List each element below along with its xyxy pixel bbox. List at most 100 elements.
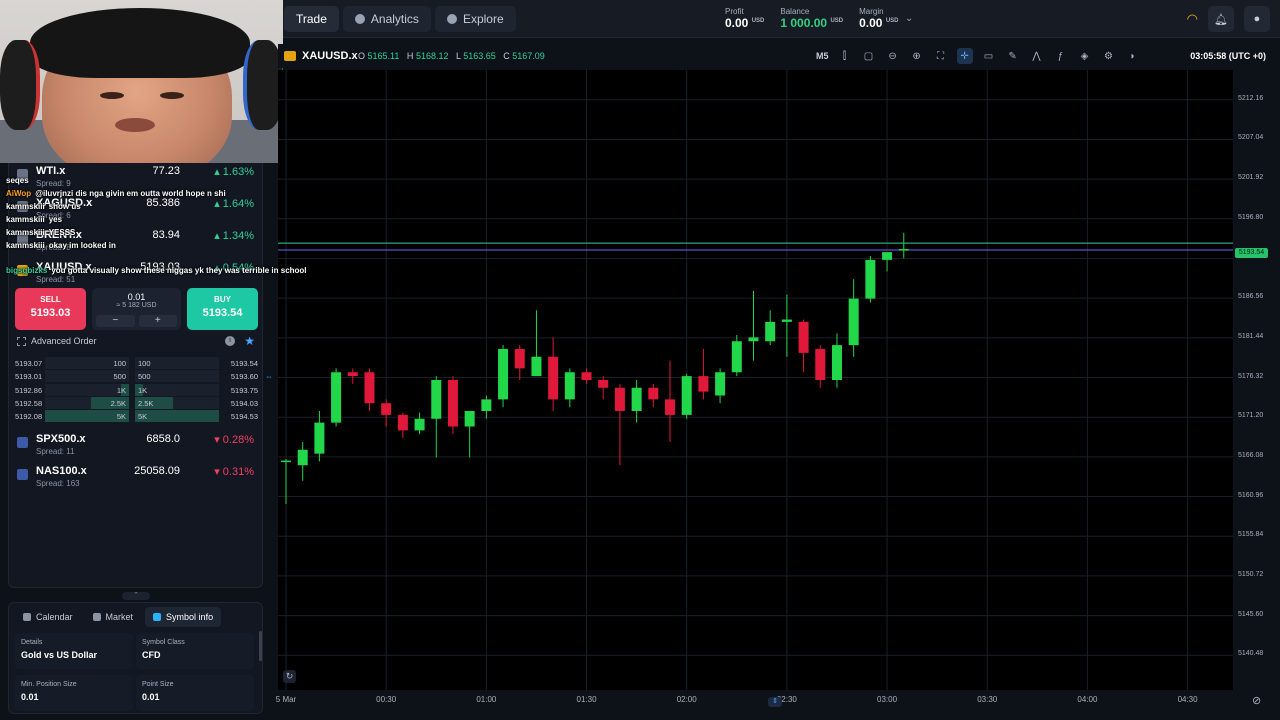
watchlist-item[interactable]: NAS100.x Spread: 163 25058.09 ▾ 0.31% (9, 463, 264, 495)
symbol-change: ▴ 1.64% (214, 198, 254, 210)
top-icons: ◠ 🔔︎ ● (1187, 6, 1270, 32)
order-book-row[interactable]: 5192.86 1K 1K 5193.75 (15, 383, 258, 397)
current-price-tag: 5193.54 (1235, 248, 1268, 258)
buy-label: BUY (214, 295, 231, 304)
symbol-change-value: 0.54% (222, 262, 254, 274)
tab-trade[interactable]: Trade (284, 6, 339, 32)
chart-settings-icon[interactable]: ⊘ (1252, 695, 1262, 707)
scroll-to-latest-icon[interactable]: ⇕ (768, 697, 782, 707)
horizontal-line-icon[interactable]: ▭ (983, 50, 994, 62)
sell-button[interactable]: SELL 5193.03 (15, 288, 86, 330)
symbol-price: 85.386 (146, 197, 180, 209)
watchlist-item[interactable]: WTI.x Spread: 9 77.23 ▴ 1.63% (9, 163, 264, 195)
ohlc-low-label: L (456, 51, 461, 61)
time-tick-label: 00:30 (376, 695, 397, 704)
user-icon[interactable]: ● (1244, 6, 1270, 32)
watchlist-item[interactable]: XAGUSD.x Spread: 6 85.386 ▴ 1.64% (9, 195, 264, 227)
tab-analytics[interactable]: Analytics (342, 6, 431, 32)
account-chevron-down-icon[interactable]: ⌄ (905, 13, 914, 24)
candle-body (631, 387, 642, 411)
quantity-plus-button[interactable]: + (138, 315, 177, 327)
square-icon[interactable]: ▢ (863, 50, 874, 62)
candle-body (681, 376, 692, 415)
bell-icon[interactable]: 🔔︎ (1208, 6, 1234, 32)
price-axis[interactable]: 5212.165207.045201.925196.805191.685186.… (1233, 70, 1280, 690)
quantity-stepper[interactable]: 0.01 ≈ 5 182 USD − + (92, 288, 181, 330)
candle-body (698, 376, 709, 392)
price-tick-label: 5212.16 (1238, 94, 1264, 102)
profit-value: 0.00 (725, 16, 749, 30)
zoom-out-icon[interactable]: ⊖ (888, 50, 897, 62)
time-tick-label: 02:00 (676, 695, 697, 704)
order-book-row[interactable]: 5192.58 2.5K 2.5K 5194.03 (15, 396, 258, 410)
panel-toggle-icon[interactable]: ⇔ (265, 372, 273, 381)
watchlist-item[interactable]: BRENT.x Spread: 8 83.94 ▴ 1.34% (9, 227, 264, 259)
candles-icon[interactable]: ⫿ (842, 50, 847, 62)
watchlist-item-selected[interactable]: XAUUSD.x Spread: 51 5193.03 ▴ 0.54% (9, 259, 264, 291)
panel-collapse-chevron-icon[interactable]: ⌃ (122, 592, 150, 600)
order-book-row[interactable]: 5192.08 5K 5K 5194.53 (15, 410, 258, 423)
ask-bar: 2.5K (135, 396, 219, 409)
time-axis[interactable]: 5 Mar 00:30 01:00 01:30 02:00 02:30 03:00 03:30… (276, 690, 1233, 712)
symbol-spread: Spread: 11 (36, 447, 75, 456)
symbol-spread: Spread: 9 (36, 179, 71, 188)
watchlist-panel: WTI.x Spread: 9 77.23 ▴ 1.63% XAGUSD.x S… (8, 163, 263, 588)
bid-bar: 100 (45, 357, 129, 369)
candle-body (614, 387, 625, 411)
symbol-change: ▴ 1.34% (214, 230, 254, 242)
chat-username: kammskiii (6, 215, 45, 224)
reset-chart-icon[interactable]: ↻ (283, 670, 296, 683)
tab-calendar-label: Calendar (36, 612, 73, 622)
pattern-icon[interactable]: ⋀ (1032, 50, 1041, 62)
flag-icon (17, 469, 28, 480)
buy-button[interactable]: BUY 5193.54 (187, 288, 258, 330)
tab-calendar[interactable]: Calendar (15, 607, 81, 627)
function-icon[interactable]: ƒ (1057, 50, 1064, 62)
symbol-change-value: 0.31% (222, 466, 254, 478)
bid-price: 5192.58 (15, 398, 43, 408)
chat-text: you gotta visually show these niggas yk … (51, 266, 307, 275)
tab-market[interactable]: Market (85, 607, 142, 627)
info-icon[interactable]: i (225, 336, 235, 346)
info-scrollbar[interactable] (259, 631, 262, 661)
price-tick-label: 5181.44 (1238, 332, 1264, 340)
settings-gear-icon[interactable]: ⚙ (1104, 50, 1113, 62)
bid-qty: 100 (113, 359, 126, 368)
candle-body (798, 321, 809, 353)
candle-body (731, 341, 742, 373)
crosshair-icon[interactable]: ✛ (956, 48, 973, 64)
symbol-change-value: 0.28% (222, 434, 254, 446)
price-tick-label: 5155.84 (1238, 531, 1264, 539)
timeframe-selector[interactable]: M5 (816, 51, 829, 61)
chat-username: seqes (6, 176, 29, 185)
fullscreen-icon[interactable]: ⛶ (937, 50, 945, 62)
star-icon[interactable]: ★ (244, 334, 255, 348)
price-chart[interactable] (278, 70, 1233, 690)
chat-text: okay im looked in (48, 241, 116, 250)
candle-body (715, 372, 726, 396)
order-book-row[interactable]: 5193.07 100 100 5193.54 (15, 357, 258, 370)
flag-icon (17, 169, 28, 180)
info-cell-min-position: Min. Position Size 0.01 (15, 675, 133, 711)
watchlist-item[interactable]: SPX500.x Spread: 11 6858.0 ▾ 0.28% (9, 431, 264, 463)
chart-symbol[interactable]: XAUUSD.x (302, 50, 358, 62)
ohlc-open: 5165.11 (367, 51, 400, 61)
bid-bar: 2.5K (45, 396, 129, 409)
chat-username: kammskiii (6, 202, 45, 211)
ask-qty: 2.5K (138, 398, 154, 408)
tab-explore[interactable]: Explore (434, 6, 516, 32)
symbol-price: 77.23 (152, 165, 180, 177)
symbol-name: NAS100.x (36, 465, 87, 477)
margin-value: 0.00 (859, 16, 883, 30)
tab-symbol-info[interactable]: Symbol info (145, 607, 222, 627)
symbol-spread: Spread: 51 (36, 275, 76, 284)
layers-icon[interactable]: ◈ (1080, 50, 1089, 62)
advanced-order-row[interactable]: Advanced Order i ★ (17, 334, 257, 349)
order-book-row[interactable]: 5193.01 500 500 5193.60 (15, 370, 258, 383)
time-tick-label: 03:30 (977, 695, 998, 704)
quantity-minus-button[interactable]: − (96, 315, 135, 327)
bid-price: 5193.01 (15, 372, 43, 382)
zoom-in-icon[interactable]: ⊕ (912, 50, 921, 62)
symbol-info-icon (153, 613, 162, 621)
pencil-icon[interactable]: ✎ (1008, 50, 1017, 62)
